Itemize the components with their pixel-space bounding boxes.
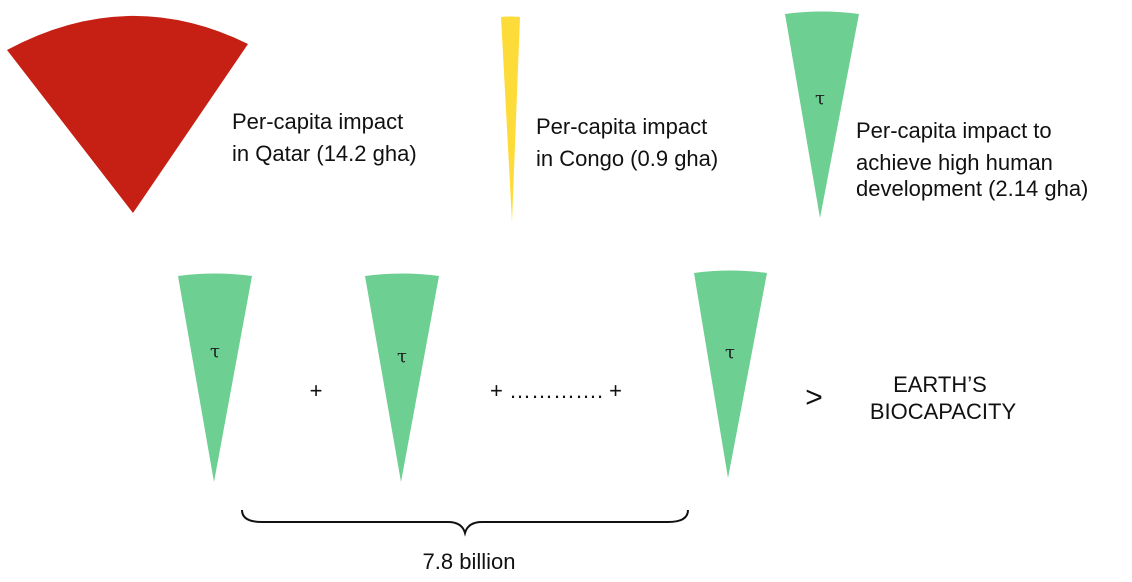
greater-than-sign: > xyxy=(805,381,823,414)
earth-biocapacity-label: EARTH’S BIOCAPACITY xyxy=(870,372,1017,424)
target-impact-cone xyxy=(785,11,859,218)
population-brace xyxy=(241,509,689,537)
qatar-impact-wedge xyxy=(7,15,248,213)
congo-label-line-2: in Congo (0.9 gha) xyxy=(536,146,718,171)
population-label: 7.8 billion xyxy=(423,549,516,574)
qatar-label: Per-capita impact in Qatar (14.2 gha) xyxy=(232,109,417,166)
cone-1-tau-symbol: τ xyxy=(210,341,220,362)
qatar-label-line-2: in Qatar (14.2 gha) xyxy=(232,141,417,166)
earth-biocapacity-line-2: BIOCAPACITY xyxy=(870,399,1017,424)
congo-impact-wedge xyxy=(501,16,520,222)
population-cone-2 xyxy=(365,273,439,482)
ellipsis-plus: + …………. + xyxy=(490,378,622,403)
target-label: Per-capita impact to achieve high human … xyxy=(856,118,1088,201)
population-cone-1 xyxy=(178,273,252,482)
cone-last-tau-symbol: τ xyxy=(725,342,735,363)
qatar-label-line-1: Per-capita impact xyxy=(232,109,403,134)
plus-sign: + xyxy=(310,378,323,403)
target-tau-symbol: τ xyxy=(815,88,825,109)
population-cone-last xyxy=(694,270,767,478)
earth-biocapacity-line-1: EARTH’S xyxy=(893,372,987,397)
target-label-line-1: Per-capita impact to xyxy=(856,118,1052,143)
target-label-line-3: development (2.14 gha) xyxy=(856,176,1088,201)
cone-2-tau-symbol: τ xyxy=(397,346,407,367)
congo-label-line-1: Per-capita impact xyxy=(536,114,707,139)
congo-label: Per-capita impact in Congo (0.9 gha) xyxy=(536,114,718,171)
target-label-line-2: achieve high human xyxy=(856,150,1053,175)
